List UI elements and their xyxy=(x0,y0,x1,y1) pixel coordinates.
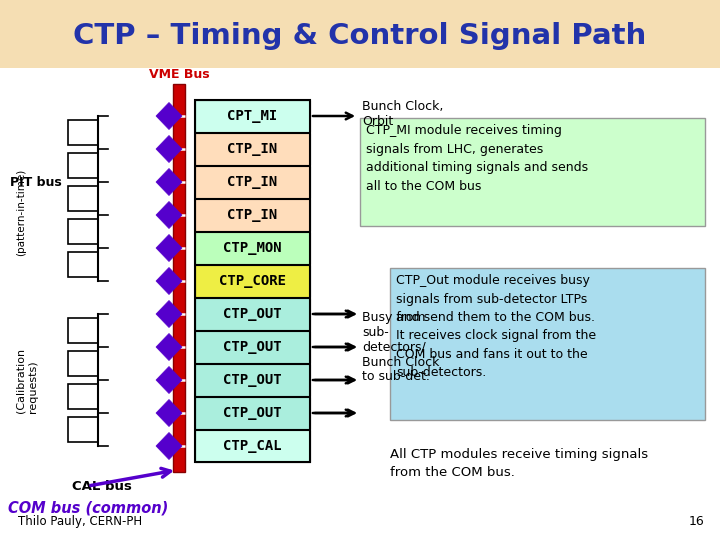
Text: CTP_OUT: CTP_OUT xyxy=(223,406,282,420)
Text: (Calibration
requests): (Calibration requests) xyxy=(16,347,37,413)
Polygon shape xyxy=(156,234,182,261)
Text: CTP_OUT: CTP_OUT xyxy=(223,373,282,387)
Polygon shape xyxy=(156,300,182,327)
Text: 16: 16 xyxy=(688,515,704,528)
Bar xyxy=(195,232,310,264)
Bar xyxy=(195,199,310,231)
Text: All CTP modules receive timing signals
from the COM bus.: All CTP modules receive timing signals f… xyxy=(390,448,648,479)
Text: VME Bus: VME Bus xyxy=(149,68,210,81)
Polygon shape xyxy=(156,334,182,361)
Polygon shape xyxy=(156,267,182,294)
Bar xyxy=(195,133,310,165)
Polygon shape xyxy=(156,433,182,460)
Polygon shape xyxy=(156,367,182,394)
Text: Busy from
sub-
detectors/
Bunch Clock
to sub-det.: Busy from sub- detectors/ Bunch Clock to… xyxy=(362,310,439,383)
Polygon shape xyxy=(156,136,182,163)
Text: CPT_MI: CPT_MI xyxy=(228,109,278,123)
Text: CTP_OUT: CTP_OUT xyxy=(223,307,282,321)
Bar xyxy=(68,120,98,145)
Bar xyxy=(195,166,310,198)
Text: COM bus (common): COM bus (common) xyxy=(8,501,168,516)
Bar xyxy=(68,219,98,244)
Text: PIT bus: PIT bus xyxy=(10,176,62,189)
FancyBboxPatch shape xyxy=(360,118,705,226)
Text: Thilo Pauly, CERN-PH: Thilo Pauly, CERN-PH xyxy=(18,515,142,528)
Bar xyxy=(68,318,98,343)
Text: Bunch Clock,
Orbit: Bunch Clock, Orbit xyxy=(362,100,444,128)
Polygon shape xyxy=(156,103,182,130)
Text: CTP_IN: CTP_IN xyxy=(228,175,278,189)
Bar xyxy=(68,252,98,277)
Bar xyxy=(195,265,310,297)
Text: CTP_CAL: CTP_CAL xyxy=(223,439,282,453)
Bar xyxy=(195,100,310,462)
Bar xyxy=(68,351,98,376)
Bar xyxy=(195,298,310,330)
Bar xyxy=(195,430,310,462)
Bar xyxy=(0,0,720,68)
Text: CTP_CORE: CTP_CORE xyxy=(219,274,286,288)
Polygon shape xyxy=(156,400,182,427)
FancyBboxPatch shape xyxy=(390,268,705,420)
Text: CTP_IN: CTP_IN xyxy=(228,142,278,156)
Bar xyxy=(195,397,310,429)
Bar xyxy=(195,331,310,363)
Text: CTP_Out module receives busy
signals from sub-detector LTPs
and send them to the: CTP_Out module receives busy signals fro… xyxy=(396,274,596,380)
Bar xyxy=(68,153,98,178)
Bar xyxy=(68,384,98,409)
Text: (pattern-in-time): (pattern-in-time) xyxy=(16,169,26,256)
Text: CAL bus: CAL bus xyxy=(72,480,132,492)
Text: CTP_MI module receives timing
signals from LHC, generates
additional timing sign: CTP_MI module receives timing signals fr… xyxy=(366,124,588,192)
Text: CTP_OUT: CTP_OUT xyxy=(223,340,282,354)
Text: CTP_MON: CTP_MON xyxy=(223,241,282,255)
Bar xyxy=(195,100,310,132)
Text: CTP – Timing & Control Signal Path: CTP – Timing & Control Signal Path xyxy=(73,22,647,50)
Bar xyxy=(68,417,98,442)
Text: CTP_IN: CTP_IN xyxy=(228,208,278,222)
Bar xyxy=(68,186,98,211)
Bar xyxy=(195,364,310,396)
Bar xyxy=(173,84,185,472)
Polygon shape xyxy=(156,168,182,195)
Polygon shape xyxy=(156,201,182,228)
